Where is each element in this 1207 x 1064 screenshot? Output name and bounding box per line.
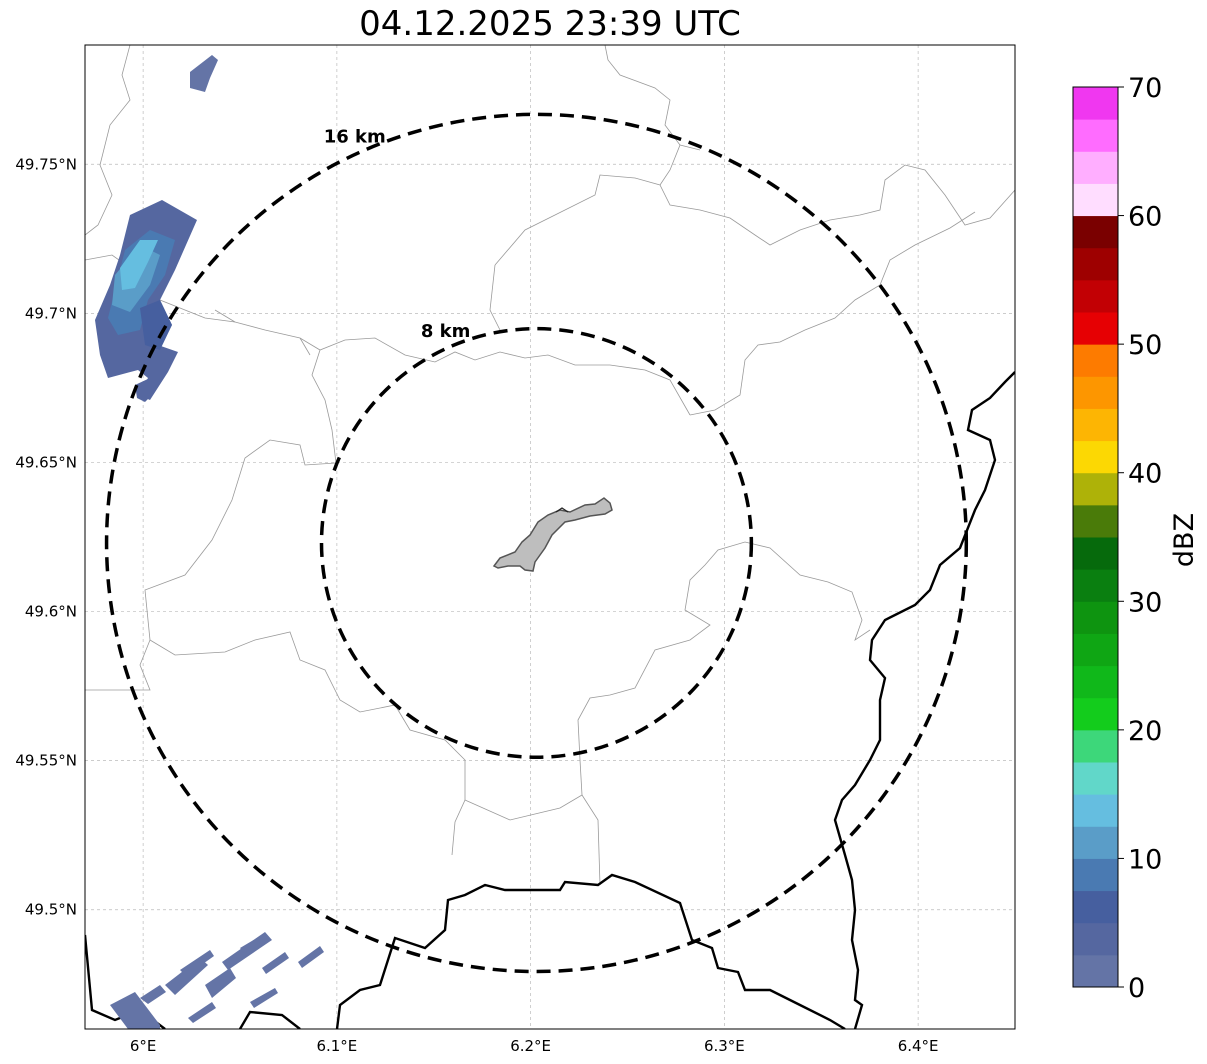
city-detail (555, 507, 569, 513)
colorbar-tick-label: 0 (1128, 973, 1145, 1004)
colorbar-bin (1073, 376, 1118, 409)
colorbar-bin (1073, 504, 1118, 538)
colorbar-bin (1073, 440, 1118, 474)
colorbar-bin (1073, 601, 1118, 634)
lon-tick-label: 6.2°E (510, 1037, 551, 1055)
colorbar-bin (1073, 858, 1118, 892)
colorbar-bin (1073, 87, 1118, 120)
colorbar-ticks: 0 10 20 30 40 50 60 70 (1118, 73, 1162, 1004)
colorbar-bin (1073, 537, 1118, 570)
lat-tick-label: 49.55°N (15, 752, 77, 770)
colorbar-bin (1073, 794, 1118, 827)
colorbar-bin (1073, 215, 1118, 249)
colorbar-bin (1073, 633, 1118, 667)
radar-echoes (95, 55, 324, 1029)
colorbar-bin (1073, 762, 1118, 795)
colorbar-bin (1073, 665, 1118, 699)
longitude-tick-labels: 6°E 6.1°E 6.2°E 6.3°E 6.4°E (130, 1037, 939, 1055)
colorbar-bin (1073, 569, 1118, 602)
ring-label-16km: 16 km (324, 127, 386, 148)
colorbar-bin (1073, 472, 1118, 506)
colorbar-bin (1073, 312, 1118, 345)
colorbar-bin (1073, 183, 1118, 217)
colorbar-bin (1073, 697, 1118, 731)
colorbar-bin (1073, 344, 1118, 377)
colorbar-bin (1073, 826, 1118, 859)
colorbar-bin (1073, 151, 1118, 184)
map-frame (84, 44, 1016, 1030)
colorbar-bin (1073, 279, 1118, 313)
commune-borders (85, 45, 1015, 886)
colorbar-tick-label: 50 (1128, 330, 1162, 361)
colorbar-tick-label: 70 (1128, 73, 1162, 104)
lon-tick-label: 6.4°E (898, 1037, 939, 1055)
national-borders (85, 371, 1015, 1029)
colorbar (1072, 86, 1119, 988)
colorbar-bin (1073, 922, 1118, 956)
colorbar-bin (1073, 890, 1118, 924)
range-ring-8km (319, 326, 754, 760)
lon-tick-label: 6.3°E (704, 1037, 745, 1055)
lon-tick-label: 6°E (130, 1037, 157, 1055)
lon-tick-label: 6.1°E (316, 1037, 357, 1055)
city-outline (492, 497, 613, 572)
latitude-tick-labels: 49.75°N 49.7°N 49.65°N 49.6°N 49.55°N 49.5°N (15, 155, 77, 918)
lat-tick-label: 49.7°N (25, 304, 77, 322)
colorbar-frame (1072, 86, 1119, 988)
ring-label-8km: 8 km (421, 321, 471, 342)
colorbar-bin (1073, 729, 1118, 763)
colorbar-tick-label: 60 (1128, 202, 1162, 233)
colorbar-bin (1073, 119, 1118, 152)
ring-labels: 8 km 16 km (324, 127, 471, 342)
colorbar-bin (1073, 408, 1118, 442)
colorbar-bin (1073, 954, 1118, 988)
map-title: 04.12.2025 23:39 UTC (359, 4, 741, 44)
colorbar-tick-label: 20 (1128, 716, 1162, 747)
colorbar-label: dBZ (1169, 513, 1200, 567)
range-rings (104, 112, 969, 974)
colorbar-bin (1073, 247, 1118, 281)
range-ring-16km (104, 112, 969, 974)
colorbar-tick-label: 10 (1128, 844, 1162, 875)
lat-tick-label: 49.5°N (25, 901, 77, 919)
colorbar-tick-label: 40 (1128, 459, 1162, 490)
lat-tick-label: 49.75°N (15, 155, 77, 173)
colorbar-tick-label: 30 (1128, 587, 1162, 618)
lat-tick-label: 49.65°N (15, 453, 77, 471)
lat-tick-label: 49.6°N (25, 603, 77, 621)
